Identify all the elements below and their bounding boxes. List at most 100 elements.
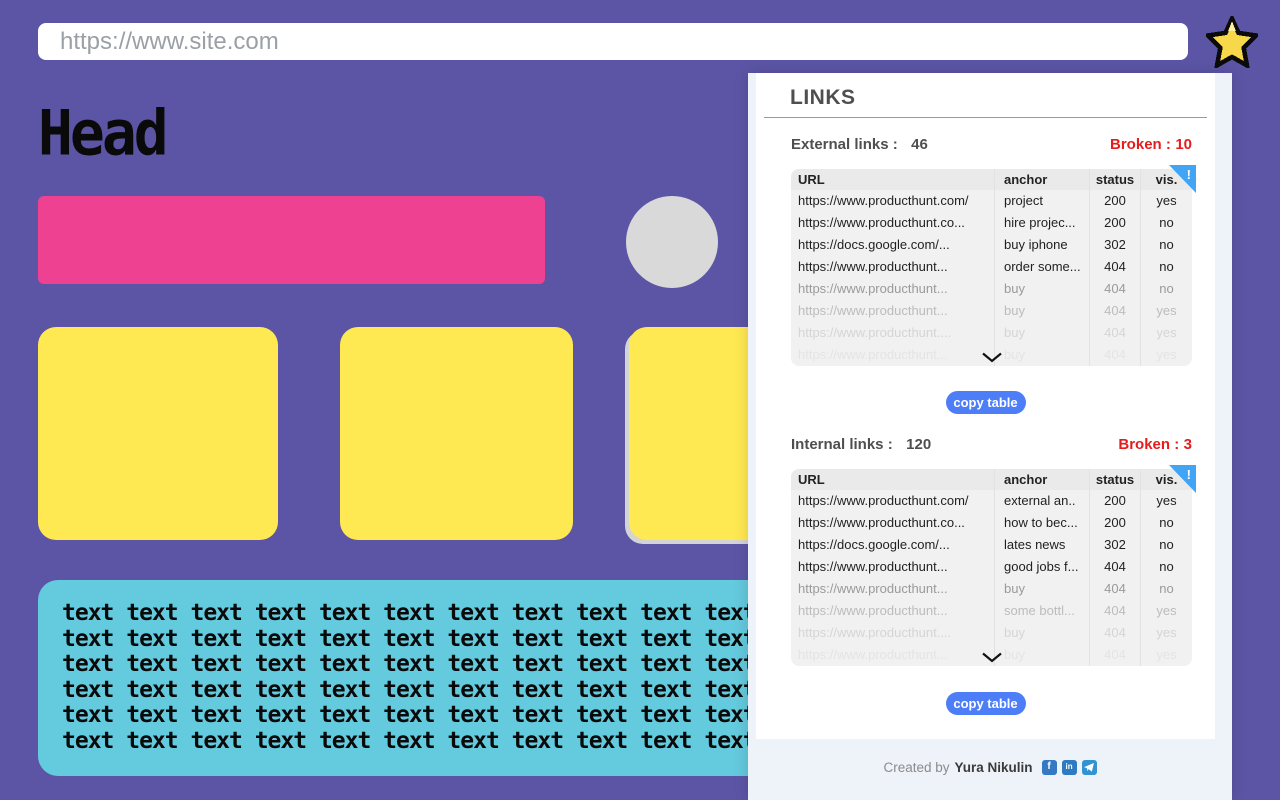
cell-status: 404 [1089, 300, 1140, 322]
header-status: status [1089, 169, 1140, 190]
copy-external-table-button[interactable]: copy table [945, 391, 1026, 414]
internal-broken-count: 3 [1183, 436, 1192, 453]
cell-url: https://www.producthunt... [798, 647, 948, 662]
cell-status: 404 [1089, 578, 1140, 600]
telegram-icon[interactable] [1081, 759, 1097, 775]
title-divider [764, 117, 1207, 118]
cell-vis: no [1140, 512, 1192, 534]
cell-url: https://www.producthunt.com/ [798, 493, 969, 508]
cell-url: https://www.producthunt.co... [798, 215, 965, 230]
internal-broken-label: Broken : [1118, 436, 1180, 453]
cell-status: 404 [1089, 600, 1140, 622]
cell-vis: no [1140, 534, 1192, 556]
table-row[interactable]: https://www.producthunt.... buy 404 yes [791, 622, 1192, 644]
cell-url: https://www.producthunt... [798, 303, 948, 318]
table-row[interactable]: https://www.producthunt.... buy 404 yes [791, 322, 1192, 344]
table-row[interactable]: https://www.producthunt.co... how to bec… [791, 512, 1192, 534]
external-links-count: 46 [911, 136, 928, 153]
cell-url: https://www.producthunt... [798, 603, 948, 618]
cell-vis: yes [1140, 490, 1192, 512]
chevron-down-icon[interactable] [981, 652, 1003, 663]
cell-anchor: project [994, 190, 1089, 212]
header-status: status [1089, 469, 1140, 490]
table-row[interactable]: https://docs.google.com/... buy iphone 3… [791, 234, 1192, 256]
external-table-body: https://www.producthunt.com/ project 200… [791, 190, 1192, 366]
cell-vis: no [1140, 256, 1192, 278]
table-row[interactable]: https://www.producthunt.co... hire proje… [791, 212, 1192, 234]
cell-anchor: order some... [994, 256, 1089, 278]
cell-status: 200 [1089, 190, 1140, 212]
cell-url: https://docs.google.com/... [798, 537, 950, 552]
cell-anchor: buy [994, 344, 1089, 366]
external-broken-label: Broken : [1110, 136, 1171, 153]
cell-status: 200 [1089, 490, 1140, 512]
yellow-card-2 [340, 327, 573, 540]
cell-status: 404 [1089, 622, 1140, 644]
created-by-label: Created by [883, 759, 950, 775]
cell-url: https://www.producthunt... [798, 281, 948, 296]
cell-vis: no [1140, 556, 1192, 578]
header-anchor: anchor [994, 469, 1089, 490]
table-row[interactable]: https://www.producthunt... order some...… [791, 256, 1192, 278]
table-row[interactable]: https://www.producthunt... some bottl...… [791, 600, 1192, 622]
cell-vis: no [1140, 578, 1192, 600]
table-row[interactable]: https://www.producthunt... buy 404 yes [791, 300, 1192, 322]
cell-anchor: buy [994, 644, 1089, 666]
cell-url: https://www.producthunt... [798, 347, 948, 362]
header-url: URL [798, 172, 825, 187]
table-row[interactable]: https://www.producthunt... buy 404 yes [791, 644, 1192, 666]
header-url: URL [798, 472, 825, 487]
cell-anchor: hire projec... [994, 212, 1089, 234]
header-vis: vis. [1140, 169, 1192, 190]
cell-status: 404 [1089, 322, 1140, 344]
internal-links-table: URL anchor status vis. https://www.produ… [791, 465, 1196, 666]
linkedin-icon[interactable]: in [1061, 759, 1077, 775]
cell-anchor: buy iphone [994, 234, 1089, 256]
external-links-table: URL anchor status vis. https://www.produ… [791, 165, 1196, 366]
telegram-plane-glyph [1084, 762, 1094, 772]
table-row[interactable]: https://www.producthunt.com/ project 200… [791, 190, 1192, 212]
internal-links-label: Internal links : [791, 436, 893, 453]
table-row[interactable]: https://docs.google.com/... lates news 3… [791, 534, 1192, 556]
cell-url: https://docs.google.com/... [798, 237, 950, 252]
cell-url: https://www.producthunt... [798, 259, 948, 274]
cell-anchor: good jobs f... [994, 556, 1089, 578]
cell-anchor: some bottl... [994, 600, 1089, 622]
alert-exclamation: ! [1186, 467, 1191, 482]
internal-links-stats: Internal links : 120 Broken : 3 [791, 436, 1192, 454]
extension-star-icon[interactable] [1206, 16, 1258, 68]
cell-vis: yes [1140, 644, 1192, 666]
cell-anchor: buy [994, 622, 1089, 644]
table-header-row: URL anchor status vis. [791, 169, 1192, 190]
external-broken-count: 10 [1175, 136, 1192, 153]
cell-status: 302 [1089, 234, 1140, 256]
cell-status: 404 [1089, 644, 1140, 666]
alert-exclamation: ! [1186, 167, 1191, 182]
table-row[interactable]: https://www.producthunt... good jobs f..… [791, 556, 1192, 578]
page-heading: Head [38, 96, 169, 170]
cell-anchor: external an.. [994, 490, 1089, 512]
cell-anchor: buy [994, 578, 1089, 600]
cell-status: 404 [1089, 556, 1140, 578]
cell-vis: no [1140, 278, 1192, 300]
copy-internal-table-button[interactable]: copy table [945, 692, 1026, 715]
cell-vis: yes [1140, 322, 1192, 344]
table-row[interactable]: https://www.producthunt.com/ external an… [791, 490, 1192, 512]
popup-title: LINKS [790, 86, 856, 109]
cell-url: https://www.producthunt.... [798, 625, 952, 640]
table-row[interactable]: https://www.producthunt... buy 404 no [791, 578, 1192, 600]
cell-url: https://www.producthunt... [798, 559, 948, 574]
table-row[interactable]: https://www.producthunt... buy 404 yes [791, 344, 1192, 366]
cell-status: 404 [1089, 256, 1140, 278]
cell-vis: yes [1140, 300, 1192, 322]
facebook-icon[interactable]: f [1041, 759, 1057, 775]
popup-footer: Created by Yura Nikulin f in [748, 757, 1232, 777]
header-anchor: anchor [994, 169, 1089, 190]
chevron-down-icon[interactable] [981, 352, 1003, 363]
table-row[interactable]: https://www.producthunt... buy 404 no [791, 278, 1192, 300]
internal-table-body: https://www.producthunt.com/ external an… [791, 490, 1192, 666]
cell-anchor: how to bec... [994, 512, 1089, 534]
url-input[interactable] [38, 23, 1188, 60]
cell-vis: no [1140, 212, 1192, 234]
cell-status: 200 [1089, 212, 1140, 234]
